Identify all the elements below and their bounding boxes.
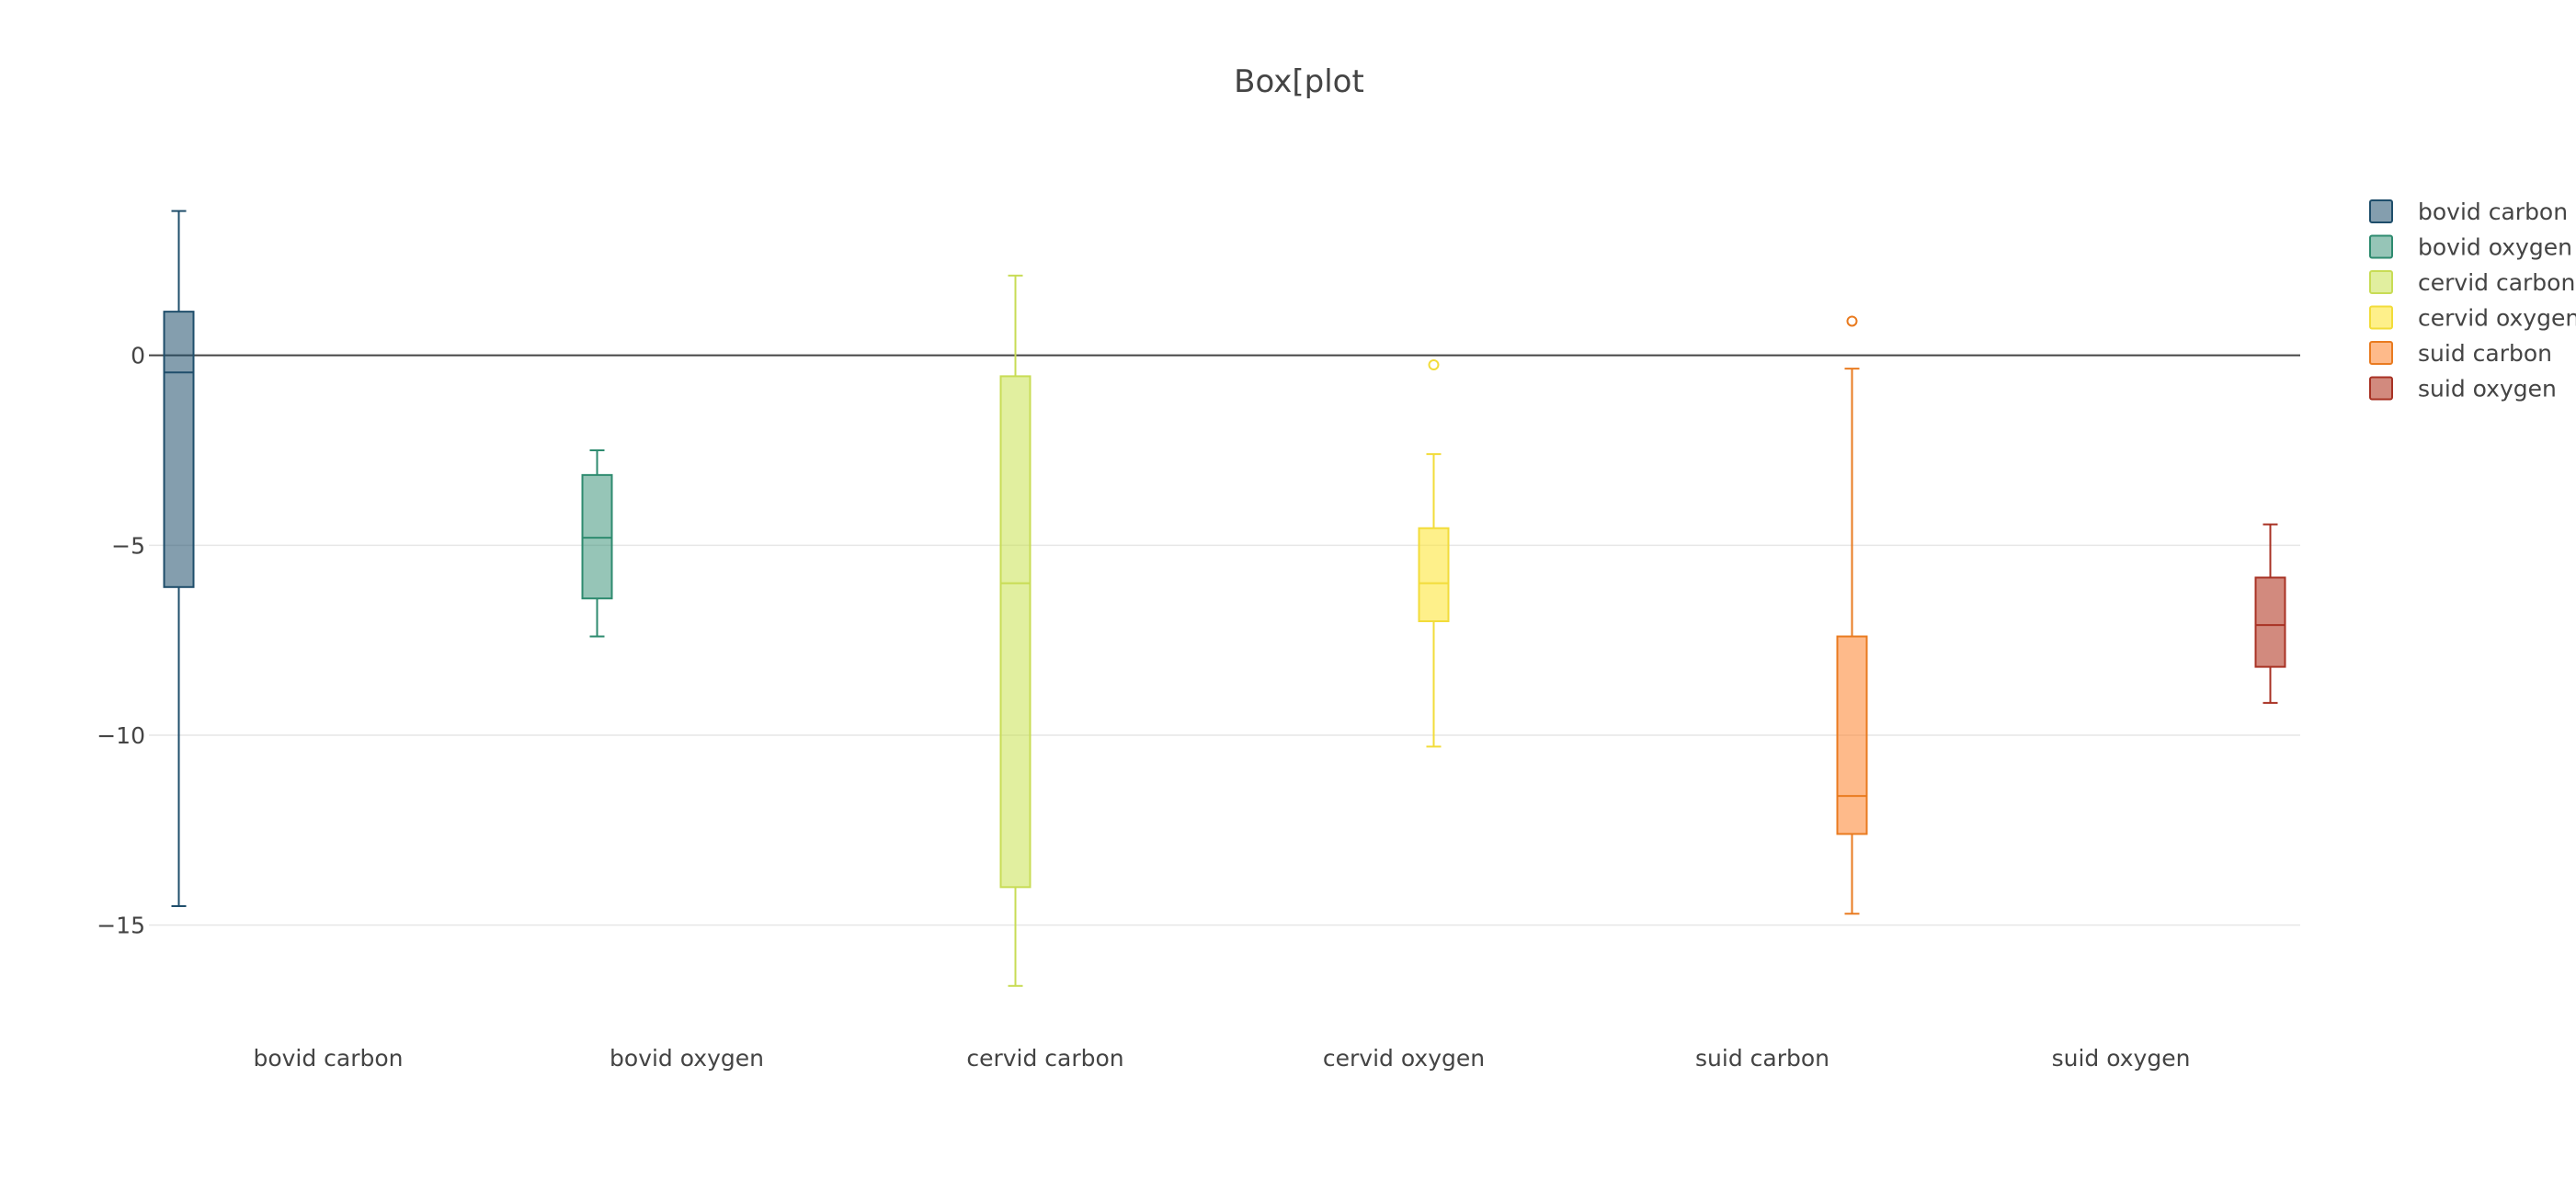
box-cervid-carbon — [999, 274, 1032, 987]
x-tick-label: bovid carbon — [253, 1045, 403, 1072]
y-tick-label: −10 — [97, 722, 145, 749]
legend-item[interactable]: bovid oxygen — [2369, 234, 2572, 261]
legend: bovid carbon bovid oxygen cervid carbon cer… — [2369, 199, 2576, 403]
x-tick-label: suid oxygen — [2052, 1045, 2191, 1072]
legend-label: suid carbon — [2418, 340, 2552, 367]
box-suid-carbon — [1836, 315, 1868, 915]
legend-item[interactable]: suid oxygen — [2369, 376, 2557, 403]
box-bovid-oxygen — [581, 449, 613, 638]
chart-title: Box[plot — [1234, 63, 1364, 100]
box-cervid-oxygen — [1418, 359, 1450, 748]
iqr-box — [999, 375, 1032, 889]
y-tick-label: −5 — [111, 532, 145, 559]
iqr-box — [1418, 527, 1450, 623]
legend-item[interactable]: bovid carbon — [2369, 199, 2568, 225]
box-traces — [163, 210, 2286, 987]
iqr-box — [2254, 576, 2286, 668]
iqr-box — [1836, 635, 1868, 835]
outlier-point — [1428, 359, 1440, 370]
outlier-point — [1846, 315, 1858, 327]
x-axis-tick-labels: bovid carbon bovid oxygen cervid carbon cer… — [253, 1045, 2190, 1072]
y-axis-tick-labels: 0 −5 −10 −15 — [97, 343, 145, 939]
legend-label: cervid carbon — [2418, 269, 2575, 296]
iqr-box — [581, 473, 613, 600]
box-suid-oxygen — [2254, 523, 2286, 704]
legend-swatch — [2369, 305, 2393, 330]
legend-swatch — [2369, 270, 2393, 294]
y-tick-label: 0 — [131, 343, 145, 369]
legend-swatch — [2369, 199, 2393, 223]
x-tick-label: cervid oxygen — [1323, 1045, 1485, 1072]
legend-item[interactable]: suid carbon — [2369, 340, 2552, 367]
legend-item[interactable]: cervid carbon — [2369, 269, 2575, 296]
legend-label: bovid carbon — [2418, 199, 2568, 225]
grid-lines — [149, 354, 2300, 926]
box-bovid-carbon — [163, 210, 195, 907]
legend-swatch — [2369, 341, 2393, 365]
legend-item[interactable]: cervid oxygen — [2369, 305, 2576, 332]
legend-swatch — [2369, 376, 2393, 401]
y-tick-label: −15 — [97, 913, 145, 939]
legend-label: bovid oxygen — [2418, 234, 2572, 261]
legend-label: cervid oxygen — [2418, 305, 2576, 332]
iqr-box — [163, 311, 195, 588]
x-tick-label: bovid oxygen — [610, 1045, 764, 1072]
legend-swatch — [2369, 234, 2393, 259]
x-tick-label: suid carbon — [1695, 1045, 1829, 1072]
legend-label: suid oxygen — [2418, 376, 2557, 403]
x-tick-label: cervid carbon — [966, 1045, 1123, 1072]
